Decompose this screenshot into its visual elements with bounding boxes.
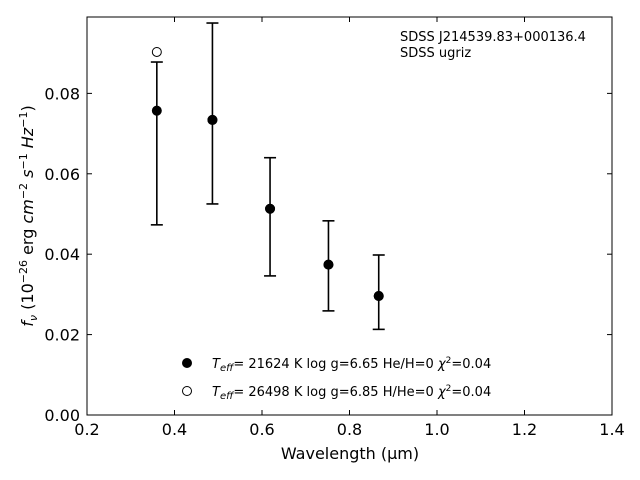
x-axis-label: Wavelength (μm) (281, 444, 419, 463)
legend-marker-open (182, 386, 192, 396)
y-tick-label: 0.00 (44, 406, 80, 425)
model-point-open (151, 46, 162, 57)
legend: Teff= 21624 K log g=6.65 He/H=0 χ2=0.04 … (182, 356, 491, 402)
error-bars (150, 22, 385, 331)
data-points (151, 46, 384, 302)
model-point-filled (207, 114, 218, 125)
filter-system-label: SDSS ugriz (400, 46, 471, 61)
legend-marker-filled (182, 358, 192, 368)
plot-frame (86, 16, 613, 416)
x-tick-label: 1.0 (424, 420, 449, 439)
x-tick-label: 0.4 (162, 420, 187, 439)
model-point-filled (373, 291, 384, 302)
y-tick-label: 0.08 (44, 84, 80, 103)
x-tick-label: 0.6 (249, 420, 274, 439)
y-tick-label: 0.04 (44, 245, 80, 264)
observed-point (151, 105, 162, 116)
y-tick-label: 0.06 (44, 165, 80, 184)
model-point-filled (323, 259, 334, 270)
x-axis: 0.2 0.4 0.6 0.8 1.0 1.2 1.4 (74, 17, 625, 439)
x-tick-label: 0.8 (337, 420, 362, 439)
y-tick-label: 0.02 (44, 326, 80, 345)
x-tick-label: 0.2 (74, 420, 99, 439)
y-axis-label: fν (10−26 erg cm−2 s−1 Hz−1) (17, 105, 40, 326)
x-tick-label: 1.4 (599, 420, 624, 439)
legend-entry-2: Teff= 26498 K log g=6.85 H/He=0 χ2=0.04 (212, 384, 491, 402)
object-name-label: SDSS J214539.83+000136.4 (400, 30, 586, 45)
legend-entry-1: Teff= 21624 K log g=6.65 He/H=0 χ2=0.04 (212, 356, 491, 374)
model-point-filled (265, 203, 276, 214)
y-axis: 0.00 0.02 0.04 0.06 0.08 (44, 84, 612, 425)
x-tick-label: 1.2 (512, 420, 537, 439)
